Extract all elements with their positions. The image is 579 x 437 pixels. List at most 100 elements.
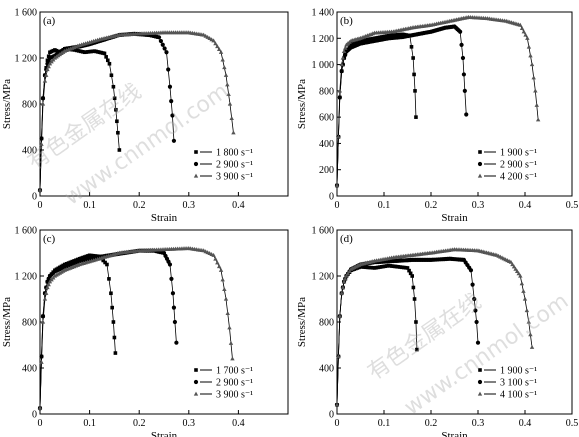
- data-point: [169, 99, 174, 104]
- data-point: [111, 84, 116, 89]
- data-point: [72, 259, 76, 263]
- x-tick-label: 0.1: [378, 200, 391, 211]
- data-point: [412, 297, 417, 301]
- data-point: [519, 281, 525, 286]
- data-point: [107, 61, 112, 66]
- data-point: [76, 257, 80, 262]
- data-point: [112, 335, 117, 340]
- data-point: [213, 41, 218, 46]
- data-point: [227, 101, 233, 106]
- data-point: [462, 88, 467, 93]
- data-point: [70, 259, 75, 264]
- legend-label: 1 700 s⁻¹: [216, 366, 253, 377]
- data-point: [405, 266, 410, 270]
- x-tick-label: 0.1: [83, 200, 96, 211]
- data-point: [474, 319, 479, 325]
- legend-marker: [193, 173, 199, 178]
- data-point: [78, 49, 83, 54]
- legend-label: 2 900 s⁻¹: [500, 160, 537, 171]
- data-point: [216, 46, 222, 51]
- y-axis-label: Stress/MPa: [296, 297, 308, 347]
- y-tick-label: 1 200: [15, 272, 38, 283]
- data-point: [473, 308, 478, 313]
- data-point: [162, 46, 167, 51]
- data-point: [170, 113, 175, 118]
- data-point: [166, 67, 171, 72]
- x-tick-label: 0: [335, 418, 340, 429]
- data-point: [109, 291, 113, 296]
- data-point: [211, 252, 216, 257]
- legend-label: 3 900 s⁻¹: [216, 390, 253, 401]
- data-point: [112, 96, 117, 101]
- data-point: [39, 141, 44, 146]
- series-line: [336, 33, 417, 186]
- y-axis-label: Stress/MPa: [296, 79, 308, 129]
- data-point: [410, 274, 414, 278]
- x-tick-label: 0.3: [472, 200, 485, 211]
- panel-label: (a): [43, 15, 56, 27]
- data-point: [39, 359, 44, 364]
- series-circle: [334, 24, 469, 188]
- data-point: [171, 305, 177, 310]
- data-point: [468, 268, 474, 273]
- series-line: [336, 258, 479, 405]
- x-tick-label: 0.1: [83, 418, 96, 429]
- x-tick-label: 0.4: [232, 200, 245, 211]
- data-point: [109, 73, 114, 78]
- legend-label: 1 900 s⁻¹: [500, 366, 537, 377]
- x-tick-label: 0: [38, 418, 43, 429]
- legend-label: 4 100 s⁻¹: [500, 390, 537, 401]
- x-tick-label: 0.5: [566, 418, 579, 429]
- data-point: [45, 67, 50, 72]
- x-tick-label: 0.3: [183, 418, 196, 429]
- data-point: [222, 287, 227, 292]
- data-point: [343, 276, 348, 281]
- data-point: [531, 75, 536, 80]
- data-point: [526, 44, 532, 49]
- legend: 1 800 s⁻¹2 900 s⁻¹3 900 s⁻¹: [193, 148, 253, 183]
- data-point: [228, 340, 234, 345]
- data-point: [334, 402, 340, 407]
- chart-panel-a: 0 0.1 0.2 0.3 0.4 0 400 800 1 200 1 600 Strain Stre…: [1, 8, 289, 224]
- series-triangle: [37, 246, 235, 410]
- legend-label: 2 900 s⁻¹: [216, 378, 253, 389]
- series-square: [38, 47, 122, 193]
- data-point: [230, 356, 235, 361]
- data-point: [44, 72, 49, 77]
- data-point: [525, 35, 530, 40]
- data-point: [225, 82, 230, 87]
- data-point: [529, 344, 535, 349]
- data-point: [160, 42, 165, 47]
- x-axis-label: Strain: [441, 430, 468, 437]
- data-point: [343, 52, 348, 57]
- data-point: [511, 264, 517, 269]
- data-point: [218, 267, 224, 272]
- data-point: [535, 117, 541, 122]
- data-point: [44, 290, 49, 295]
- data-point: [218, 49, 224, 54]
- y-tick-label: 1 200: [312, 34, 335, 45]
- x-tick-label: 0.4: [519, 418, 532, 429]
- data-point: [174, 340, 179, 345]
- x-tick-label: 0: [38, 200, 43, 211]
- data-point: [46, 54, 51, 59]
- series-line: [336, 26, 467, 186]
- series-triangle: [37, 30, 236, 192]
- data-point: [40, 101, 46, 106]
- data-point: [340, 285, 346, 290]
- legend: 1 700 s⁻¹2 900 s⁻¹3 900 s⁻¹: [193, 366, 253, 401]
- data-point: [167, 84, 173, 89]
- data-point: [460, 55, 466, 61]
- data-point: [72, 48, 77, 52]
- data-point: [458, 29, 463, 34]
- data-point: [464, 112, 469, 117]
- data-point: [171, 138, 177, 143]
- data-point: [409, 45, 414, 49]
- legend-label: 3 900 s⁻¹: [216, 172, 253, 183]
- x-axis-label: Strain: [151, 212, 178, 224]
- data-point: [101, 258, 106, 263]
- data-point: [63, 262, 67, 267]
- data-point: [411, 56, 415, 60]
- data-point: [411, 285, 416, 290]
